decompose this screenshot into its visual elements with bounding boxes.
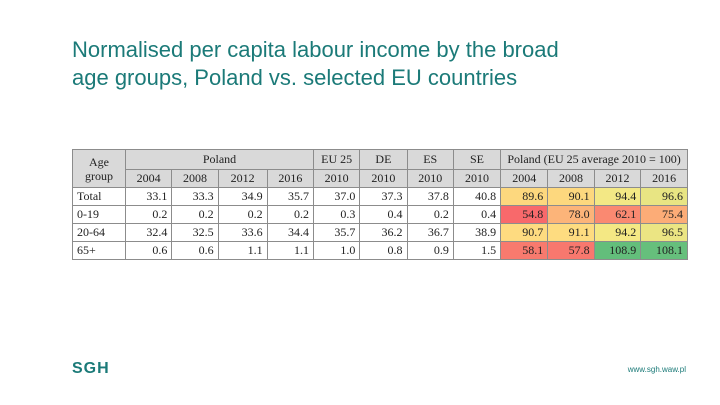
table-cell: 1.1 xyxy=(217,241,268,260)
table-cell: 0.2 xyxy=(171,205,219,224)
year-header-cell: 2016 xyxy=(266,169,314,188)
group-header-es: ES xyxy=(406,149,454,170)
table-cell: 62.1 xyxy=(593,205,642,224)
sgh-logo: SGH xyxy=(72,360,110,377)
table-cell: 91.1 xyxy=(547,223,595,242)
table-cell: 35.7 xyxy=(312,223,361,242)
group-header-de: DE xyxy=(359,149,408,170)
table-cell: 40.8 xyxy=(452,187,502,206)
table-cell: 108.9 xyxy=(593,241,642,260)
table-row: 20-64 32.4 32.5 33.6 34.4 35.7 36.2 36.7 38.9 90.… xyxy=(72,223,688,242)
table-cell: 36.7 xyxy=(406,223,454,242)
group-header-poland: Poland xyxy=(125,149,314,170)
table-cell: 96.5 xyxy=(640,223,688,242)
year-header-cell: 2016 xyxy=(640,169,688,188)
table-cell: 89.6 xyxy=(500,187,549,206)
table-cell: 90.7 xyxy=(500,223,549,242)
table-cell: 1.1 xyxy=(266,241,314,260)
group-header-eu25: EU 25 xyxy=(312,149,361,170)
table-cell: 32.4 xyxy=(124,223,173,242)
year-header-cell: 2010 xyxy=(452,169,502,188)
table-cell: 37.3 xyxy=(359,187,408,206)
table-cell: 108.1 xyxy=(640,241,688,260)
table-row: 0-19 0.2 0.2 0.2 0.2 0.3 0.4 0.2 0.4 54.8 78.0 62.1… xyxy=(72,205,688,224)
table-cell: 37.8 xyxy=(406,187,454,206)
table-cell: 34.4 xyxy=(266,223,314,242)
table-cell: 94.4 xyxy=(593,187,642,206)
table-cell: 94.2 xyxy=(593,223,642,242)
table-cell: 1.5 xyxy=(452,241,502,260)
table-header-row-years: 2004 2008 2012 2016 2010 2010 2010 2010 2004 2008… xyxy=(73,169,688,188)
group-header-poland-index: Poland (EU 25 average 2010 = 100) xyxy=(500,149,688,170)
slide-title: Normalised per capita labour income by t… xyxy=(72,36,692,92)
year-header-cell: 2010 xyxy=(312,169,361,188)
year-header-cell: 2008 xyxy=(171,169,219,188)
year-header-cell: 2004 xyxy=(124,169,173,188)
age-group-header: Age group xyxy=(72,149,126,188)
table-cell: 90.1 xyxy=(547,187,595,206)
year-header-cell: 2004 xyxy=(500,169,549,188)
table-cell: 58.1 xyxy=(500,241,549,260)
table-cell: 0.9 xyxy=(406,241,454,260)
table-cell: 32.5 xyxy=(171,223,219,242)
year-header-cell: 2010 xyxy=(359,169,408,188)
table-cell: 35.7 xyxy=(266,187,314,206)
table-cell: 37.0 xyxy=(312,187,361,206)
income-table: Age group Poland EU 25 DE ES SE Poland (… xyxy=(72,149,688,260)
table-cell: 0.3 xyxy=(312,205,361,224)
table-cell: 0.8 xyxy=(359,241,408,260)
year-header-cell: 2008 xyxy=(547,169,595,188)
table-row: 65+ 0.6 0.6 1.1 1.1 1.0 0.8 0.9 1.5 58.1 57.8 108.9… xyxy=(72,241,688,260)
table-cell: 0.2 xyxy=(406,205,454,224)
website-url: www.sgh.waw.pl xyxy=(627,365,686,374)
table-cell: 75.4 xyxy=(640,205,688,224)
table-cell: 0.2 xyxy=(217,205,268,224)
table-cell: 0.2 xyxy=(266,205,314,224)
table-cell: 78.0 xyxy=(547,205,595,224)
table-body: Total 33.1 33.3 34.9 35.7 37.0 37.3 37.8 40.8 89.… xyxy=(72,187,688,260)
slide-title-line-2: age groups, Poland vs. selected EU count… xyxy=(72,65,518,90)
year-header-cell: 2012 xyxy=(217,169,268,188)
table-header-row-groups: Age group Poland EU 25 DE ES SE Poland (… xyxy=(72,149,688,188)
table-cell: 54.8 xyxy=(500,205,549,224)
table-cell: 0.2 xyxy=(124,205,173,224)
table-cell: 1.0 xyxy=(312,241,361,260)
table-cell: 33.1 xyxy=(124,187,173,206)
row-label: 65+ xyxy=(72,241,126,260)
table-cell: 0.6 xyxy=(124,241,173,260)
table-cell: 36.2 xyxy=(359,223,408,242)
table-cell: 0.6 xyxy=(171,241,219,260)
group-header-se: SE xyxy=(452,149,502,170)
row-label: 20-64 xyxy=(72,223,126,242)
table-cell: 0.4 xyxy=(452,205,502,224)
table-cell: 33.6 xyxy=(217,223,268,242)
row-label: Total xyxy=(72,187,126,206)
table-cell: 34.9 xyxy=(217,187,268,206)
table-cell: 38.9 xyxy=(452,223,502,242)
table-cell: 33.3 xyxy=(171,187,219,206)
table-cell: 0.4 xyxy=(359,205,408,224)
table-cell: 96.6 xyxy=(640,187,688,206)
table-row: Total 33.1 33.3 34.9 35.7 37.0 37.3 37.8 40.8 89.… xyxy=(72,187,688,206)
row-label: 0-19 xyxy=(72,205,126,224)
table-cell: 57.8 xyxy=(547,241,595,260)
slide-title-line-1: Normalised per capita labour income by t… xyxy=(72,37,559,62)
year-header-cell: 2010 xyxy=(406,169,454,188)
year-header-cell: 2012 xyxy=(593,169,642,188)
